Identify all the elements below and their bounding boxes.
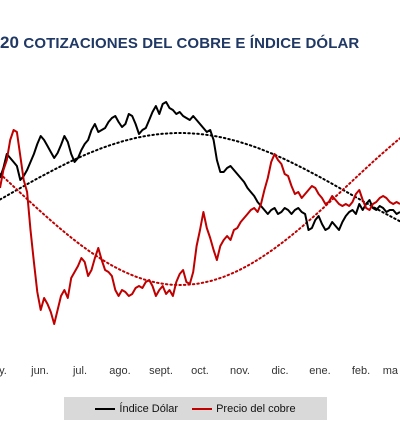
chart-number: 20	[0, 33, 20, 52]
x-tick-label: feb.	[352, 365, 370, 377]
chart-title-text: COTIZACIONES DEL COBRE E ÍNDICE DÓLAR	[23, 35, 360, 52]
x-tick-label: jul.	[72, 365, 87, 377]
legend-label-cobre: Precio del cobre	[216, 402, 296, 415]
trend-line-cobre	[0, 137, 400, 287]
x-tick-label: ago.	[109, 365, 130, 377]
chart-title: 20 COTIZACIONES DEL COBRE E ÍNDICE DÓLAR	[0, 33, 400, 53]
x-tick-label: nov.	[230, 365, 250, 377]
x-tick-label: jun.	[30, 365, 49, 377]
legend-swatch-dolar	[95, 407, 116, 410]
x-tick-label: y.	[0, 365, 7, 377]
chart-legend: Índice Dólar Precio del cobre	[64, 397, 327, 420]
series-line-dolar	[0, 101, 400, 231]
x-tick-label: sept.	[149, 365, 173, 377]
legend-label-dolar: Índice Dólar	[119, 402, 179, 415]
x-tick-label: dic.	[271, 365, 288, 377]
x-tick-label: ma	[383, 365, 399, 377]
series-line-cobre	[0, 129, 400, 325]
x-tick-label: ene.	[309, 365, 330, 377]
trend-line-dolar	[0, 132, 400, 223]
legend-item-dolar: Índice Dólar	[95, 403, 178, 415]
x-tick-label: oct.	[191, 365, 209, 377]
legend-swatch-cobre	[192, 407, 213, 410]
legend-item-cobre: Precio del cobre	[192, 403, 296, 415]
